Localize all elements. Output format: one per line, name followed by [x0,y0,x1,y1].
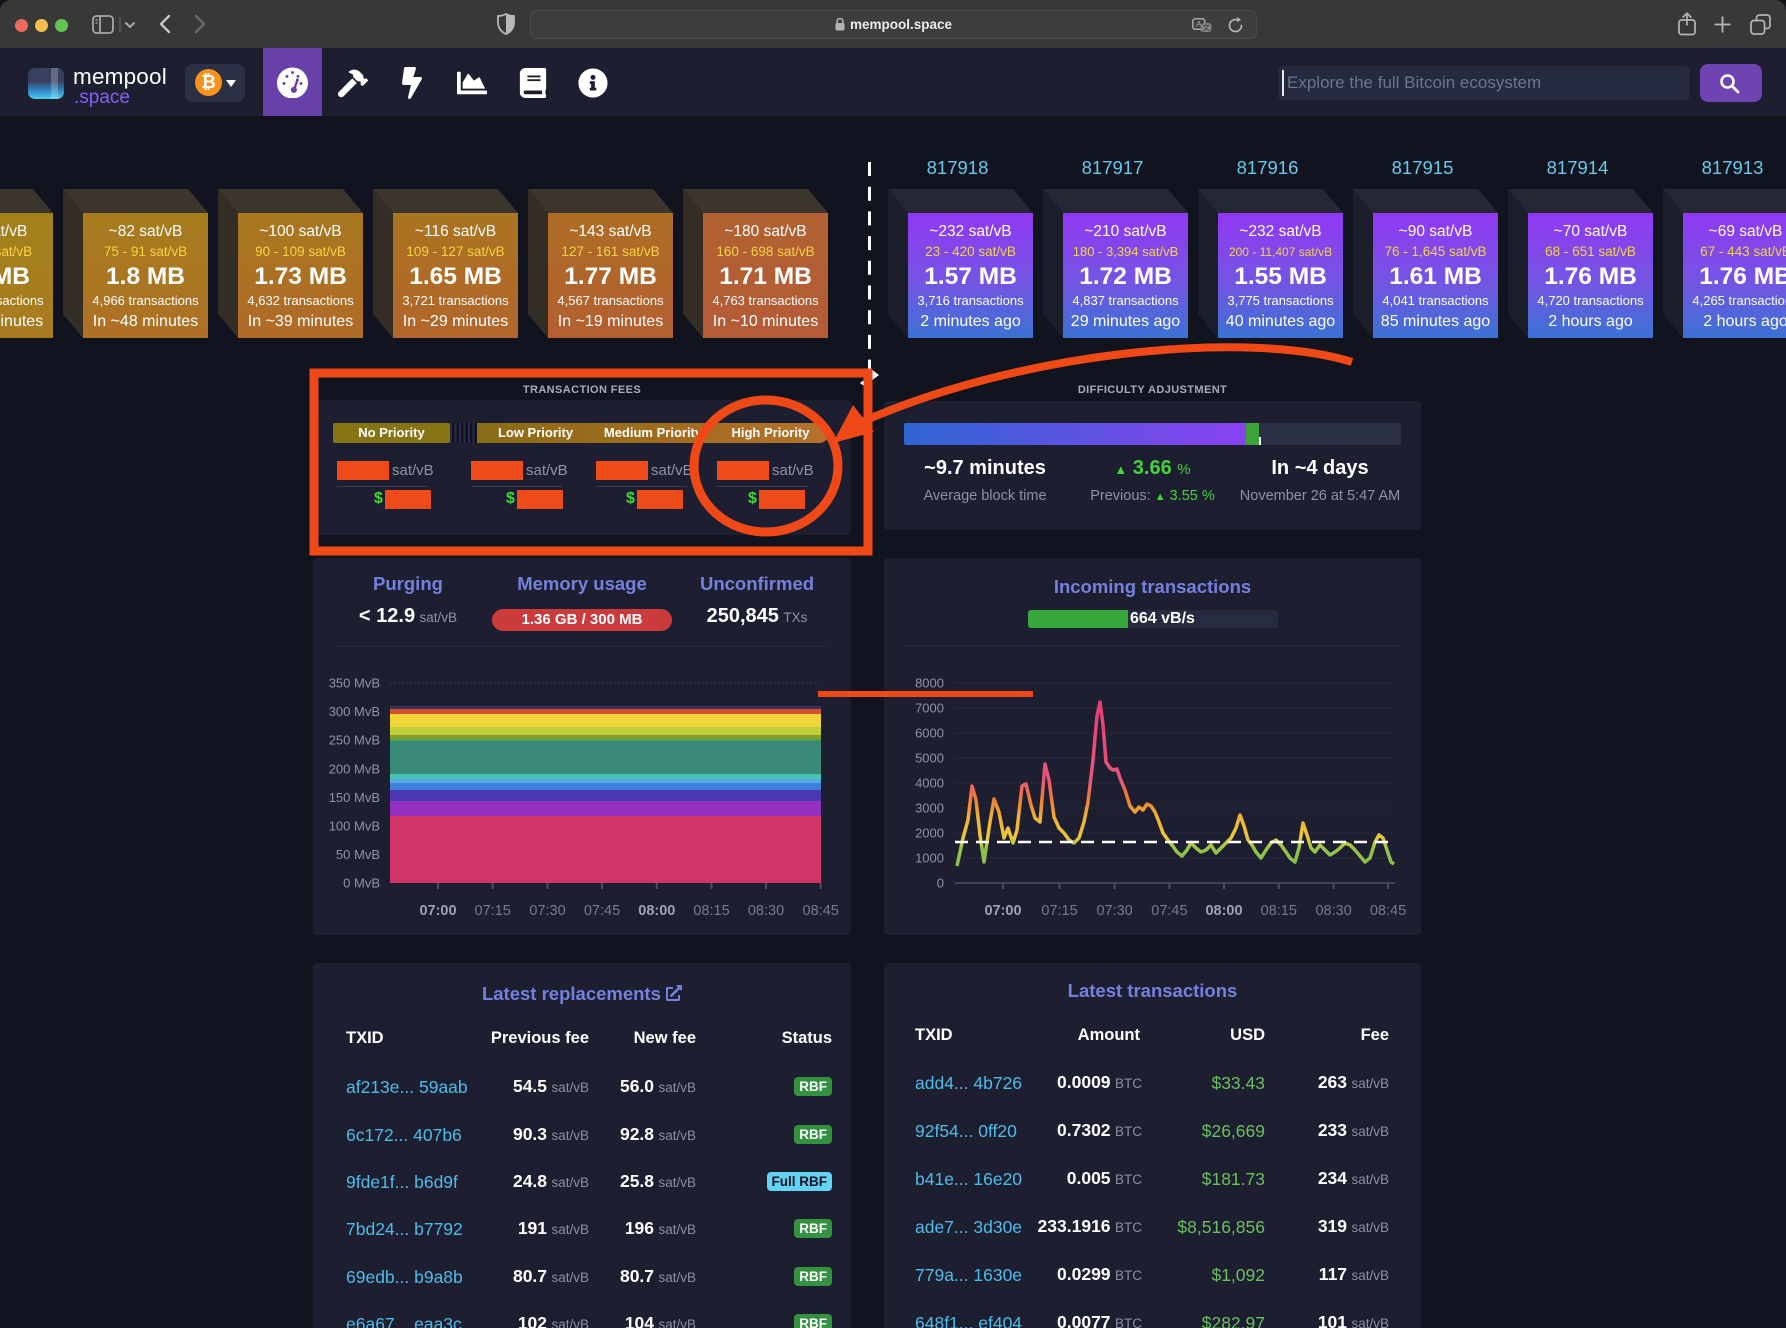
svg-text:250 MvB: 250 MvB [329,733,380,748]
svg-text:08:15: 08:15 [1261,903,1297,919]
svg-text:07:30: 07:30 [1096,903,1132,919]
svg-text:0 MvB: 0 MvB [343,876,380,891]
svg-text:0: 0 [937,876,944,891]
svg-text:4000: 4000 [915,776,944,791]
svg-text:08:00: 08:00 [1205,903,1242,919]
svg-text:8000: 8000 [915,676,944,691]
svg-text:1000: 1000 [915,851,944,866]
svg-text:150 MvB: 150 MvB [329,790,380,805]
svg-text:3000: 3000 [915,801,944,816]
svg-text:7000: 7000 [915,701,944,716]
svg-text:A: A [1196,19,1202,29]
svg-text:文: 文 [1202,22,1210,32]
svg-text:07:15: 07:15 [475,903,511,919]
svg-text:08:30: 08:30 [1315,903,1351,919]
svg-text:350 MvB: 350 MvB [329,676,380,691]
svg-text:08:45: 08:45 [803,903,839,919]
svg-text:07:00: 07:00 [419,903,456,919]
svg-text:07:15: 07:15 [1041,903,1077,919]
svg-text:07:30: 07:30 [529,903,565,919]
svg-text:50 MvB: 50 MvB [336,847,380,862]
svg-text:07:45: 07:45 [1151,903,1187,919]
svg-text:6000: 6000 [915,726,944,741]
svg-text:08:30: 08:30 [748,903,784,919]
svg-text:300 MvB: 300 MvB [329,704,380,719]
svg-text:2000: 2000 [915,826,944,841]
svg-text:100 MvB: 100 MvB [329,819,380,834]
svg-text:08:45: 08:45 [1370,903,1406,919]
svg-text:08:00: 08:00 [638,903,675,919]
svg-text:07:00: 07:00 [984,903,1021,919]
svg-text:200 MvB: 200 MvB [329,761,380,776]
svg-text:5000: 5000 [915,751,944,766]
svg-text:08:15: 08:15 [693,903,729,919]
svg-text:07:45: 07:45 [584,903,620,919]
